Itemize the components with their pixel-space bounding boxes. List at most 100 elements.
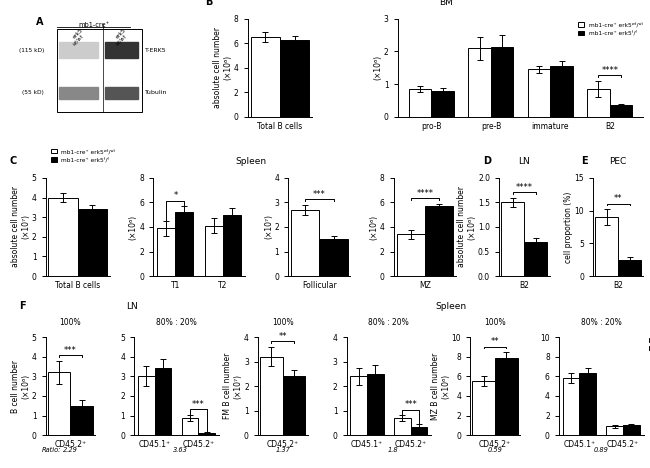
- Text: PEC: PEC: [610, 157, 627, 166]
- Text: 0.59: 0.59: [488, 447, 502, 453]
- Text: Tubulin: Tubulin: [145, 90, 168, 95]
- Text: T-ERK5: T-ERK5: [145, 48, 166, 53]
- Bar: [157, 228, 176, 276]
- Text: wt/wt: wt/wt: [72, 33, 84, 46]
- Bar: [606, 426, 623, 435]
- Text: 80% : 20%: 80% : 20%: [156, 318, 197, 327]
- Bar: [176, 212, 194, 276]
- Text: Ratio:: Ratio:: [42, 447, 62, 453]
- Text: **: **: [491, 337, 499, 346]
- Text: 80% : 20%: 80% : 20%: [581, 318, 621, 327]
- Text: B: B: [205, 0, 213, 7]
- Bar: [367, 374, 383, 435]
- Y-axis label: absolute cell number
(×10⁶): absolute cell number (×10⁶): [457, 186, 476, 268]
- Bar: [105, 42, 138, 58]
- Bar: [155, 368, 172, 435]
- Text: Spleen: Spleen: [435, 302, 466, 311]
- Bar: [468, 48, 491, 117]
- Legend: mb1-cre⁺ erk5ʷᵗ/ʷᵗ, mb1-cre⁺ erk5ᶠ/ᶠ: mb1-cre⁺ erk5ʷᵗ/ʷᵗ, mb1-cre⁺ erk5ᶠ/ᶠ: [647, 335, 650, 353]
- Y-axis label: cell proportion (%): cell proportion (%): [564, 191, 573, 263]
- Bar: [59, 87, 98, 99]
- Text: 1.37: 1.37: [275, 447, 290, 453]
- Y-axis label: absolute cell number
(×10⁶): absolute cell number (×10⁶): [213, 27, 232, 108]
- Bar: [251, 37, 280, 117]
- Bar: [491, 46, 514, 117]
- Bar: [595, 217, 618, 276]
- Text: *: *: [174, 191, 177, 200]
- Text: ****: ****: [601, 66, 618, 75]
- Bar: [138, 376, 155, 435]
- Text: D: D: [483, 156, 491, 166]
- Y-axis label: MZ B cell number
(×10⁶): MZ B cell number (×10⁶): [431, 352, 450, 420]
- Bar: [182, 417, 198, 435]
- Bar: [47, 373, 70, 435]
- Bar: [587, 89, 610, 117]
- Bar: [432, 91, 454, 117]
- Text: **: **: [278, 332, 287, 341]
- Bar: [319, 239, 348, 276]
- Text: 100%: 100%: [484, 318, 506, 327]
- Bar: [411, 427, 427, 435]
- Text: erk5: erk5: [72, 28, 84, 40]
- Text: 3.63: 3.63: [174, 447, 188, 453]
- Bar: [283, 376, 306, 435]
- Bar: [610, 105, 632, 117]
- Bar: [501, 203, 525, 276]
- Text: C: C: [10, 156, 17, 166]
- Text: ****: ****: [516, 183, 533, 191]
- Y-axis label: (×10⁷): (×10⁷): [264, 214, 273, 240]
- Bar: [59, 42, 98, 58]
- Bar: [105, 87, 138, 99]
- Text: 1.8: 1.8: [388, 447, 398, 453]
- Y-axis label: B cell number
(×10⁶): B cell number (×10⁶): [11, 359, 30, 413]
- Bar: [78, 209, 107, 276]
- Bar: [394, 418, 411, 435]
- Bar: [495, 358, 517, 435]
- Bar: [528, 69, 551, 117]
- Bar: [424, 206, 453, 276]
- Legend: mb1-cre⁺ erk5ʷᵗ/ʷᵗ, mb1-cre⁺ erk5ᶠ/ᶠ: mb1-cre⁺ erk5ʷᵗ/ʷᵗ, mb1-cre⁺ erk5ᶠ/ᶠ: [576, 20, 645, 38]
- Bar: [205, 226, 223, 276]
- Text: **: **: [614, 194, 623, 204]
- Legend: mb1-cre⁺ erk5ʷᵗ/ʷᵗ, mb1-cre⁺ erk5ᶠ/ᶠ: mb1-cre⁺ erk5ʷᵗ/ʷᵗ, mb1-cre⁺ erk5ᶠ/ᶠ: [48, 146, 118, 165]
- Bar: [551, 66, 573, 117]
- Text: wt/wt: wt/wt: [115, 33, 128, 46]
- Text: ***: ***: [64, 346, 77, 355]
- Text: F: F: [20, 301, 26, 311]
- Text: 100%: 100%: [60, 318, 81, 327]
- Text: LN: LN: [126, 302, 138, 311]
- Text: ****: ****: [416, 189, 434, 198]
- Bar: [618, 260, 641, 276]
- FancyBboxPatch shape: [57, 29, 142, 112]
- Bar: [260, 357, 283, 435]
- Text: mb1-cre⁺: mb1-cre⁺: [78, 22, 109, 28]
- Text: 2.29: 2.29: [63, 447, 78, 453]
- Text: E: E: [581, 156, 588, 166]
- Text: A: A: [36, 17, 44, 27]
- Text: LN: LN: [519, 157, 530, 166]
- Y-axis label: (×10⁶): (×10⁶): [369, 214, 378, 240]
- Text: ***: ***: [313, 190, 326, 199]
- Bar: [473, 381, 495, 435]
- Y-axis label: FM B cell number
(×10⁷): FM B cell number (×10⁷): [223, 353, 242, 419]
- Bar: [198, 433, 215, 435]
- Text: BM: BM: [439, 0, 452, 7]
- Bar: [350, 376, 367, 435]
- Y-axis label: (×10⁶): (×10⁶): [129, 214, 138, 240]
- Text: ***: ***: [404, 400, 417, 409]
- Bar: [70, 406, 93, 435]
- Text: Spleen: Spleen: [235, 157, 266, 166]
- Bar: [525, 241, 547, 276]
- Bar: [409, 89, 432, 117]
- Y-axis label: (×10⁶): (×10⁶): [374, 55, 382, 80]
- Text: 100%: 100%: [272, 318, 294, 327]
- Bar: [223, 215, 241, 276]
- Text: 80% : 20%: 80% : 20%: [369, 318, 410, 327]
- Text: (55 kD): (55 kD): [23, 90, 44, 95]
- Text: (115 kD): (115 kD): [19, 48, 44, 53]
- Bar: [563, 378, 579, 435]
- Bar: [291, 210, 319, 276]
- Bar: [623, 425, 640, 435]
- Bar: [280, 40, 309, 117]
- Text: erk5: erk5: [115, 28, 127, 40]
